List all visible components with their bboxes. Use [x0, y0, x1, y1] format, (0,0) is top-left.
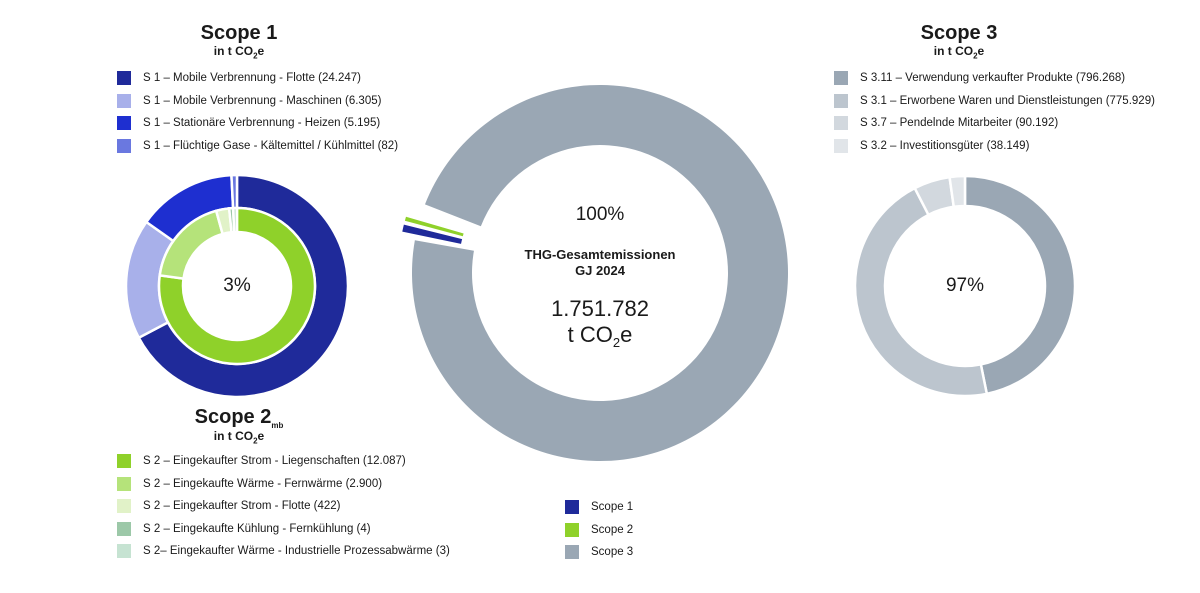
scope3-legend-label: S 3.2 – Investitionsgüter (38.149)	[860, 139, 1030, 152]
scope2-slice	[157, 206, 317, 366]
total-title-line1: THG-Gesamtemissionen	[525, 247, 676, 262]
scope1-legend-swatch	[117, 93, 131, 108]
scope3-center-label: 97%	[946, 275, 984, 296]
main-legend-item: Scope 3	[565, 541, 633, 564]
total-scope1-slice	[402, 224, 463, 244]
scope3-legend: S 3.11 – Verwendung verkaufter Produkte …	[834, 67, 1155, 157]
scope3-unit: in t CO2e	[933, 44, 985, 61]
scope3-legend-swatch	[834, 138, 848, 153]
scope1-center-label: 3%	[223, 275, 251, 296]
scope1-legend-item: S 1 – Stationäre Verbrennung - Heizen (5…	[117, 112, 398, 135]
scope3-legend-item: S 3.2 – Investitionsgüter (38.149)	[834, 135, 1155, 158]
scope2-legend-label: S 2 – Eingekaufter Strom - Liegenschafte…	[143, 455, 406, 468]
scope3-legend-item: S 3.1 – Erworbene Waren und Dienstleistu…	[834, 90, 1155, 113]
scope2-legend-swatch	[117, 499, 131, 514]
total-value: 1.751.782	[551, 296, 649, 321]
total-donut	[402, 84, 788, 461]
scope3-legend-item: S 3.7 – Pendelnde Mitarbeiter (90.192)	[834, 112, 1155, 135]
scope3-slice	[948, 174, 967, 209]
main-legend-swatch	[565, 522, 579, 537]
scope1-legend-label: S 1 – Mobile Verbrennung - Maschinen (6.…	[143, 94, 382, 107]
scope2-legend-item: S 2 – Eingekaufter Strom - Liegenschafte…	[117, 450, 450, 473]
main-legend-label: Scope 2	[591, 523, 634, 536]
total-unit: t CO2e	[568, 322, 633, 350]
main-legend-label: Scope 1	[591, 501, 634, 514]
scope3-legend-label: S 3.7 – Pendelnde Mitarbeiter (90.192)	[860, 117, 1059, 130]
scope1-legend-label: S 1 – Flüchtige Gase - Kältemittel / Küh…	[143, 139, 399, 152]
main-legend-item: Scope 1	[565, 496, 633, 519]
scope1-legend-swatch	[117, 138, 131, 153]
scope1-legend-swatch	[117, 71, 131, 86]
scope1-legend-item: S 1 – Flüchtige Gase - Kältemittel / Küh…	[117, 135, 398, 158]
scope2-legend-label: S 2 – Eingekaufter Strom - Flotte (422)	[143, 500, 341, 513]
main-legend-swatch	[565, 545, 579, 560]
scope2-unit: in t CO2e	[213, 429, 265, 446]
scope3-title: Scope 3	[920, 22, 998, 44]
main-legend-item: Scope 2	[565, 519, 633, 542]
scope3-legend-swatch	[834, 93, 848, 108]
scope2-slice	[231, 206, 239, 234]
scope1-slice	[230, 173, 239, 210]
scope2-title: Scope 2mb	[194, 406, 284, 430]
scope1-legend-item: S 1 – Mobile Verbrennung - Maschinen (6.…	[117, 90, 398, 113]
scope3-donut	[853, 174, 1077, 398]
scope2-legend-swatch	[117, 544, 131, 559]
scope2-legend-swatch	[117, 454, 131, 469]
scope2-legend-label: S 2 – Eingekaufte Kühlung - Fernkühlung …	[143, 522, 371, 535]
scope3-legend-swatch	[834, 71, 848, 86]
scope2-legend-label: S 2 – Eingekaufte Wärme - Fernwärme (2.9…	[143, 477, 383, 490]
scope2-legend-item: S 2 – Eingekaufte Kühlung - Fernkühlung …	[117, 518, 450, 541]
scope3-legend-item: S 3.11 – Verwendung verkaufter Produkte …	[834, 67, 1155, 90]
total-title-line2: GJ 2024	[575, 263, 626, 278]
scope1-legend-label: S 1 – Stationäre Verbrennung - Heizen (5…	[143, 117, 381, 130]
scope1-legend: S 1 – Mobile Verbrennung - Flotte (24.24…	[117, 67, 398, 157]
scope3-slice	[853, 186, 989, 398]
scope2-inner-donut	[157, 206, 317, 366]
scope2-legend-item: S 2 – Eingekaufter Strom - Flotte (422)	[117, 495, 450, 518]
scope3-legend-swatch	[834, 116, 848, 131]
scope2-legend-item: S 2 – Eingekaufte Wärme - Fernwärme (2.9…	[117, 473, 450, 496]
scope1-unit: in t CO2e	[213, 44, 265, 61]
scope3-legend-label: S 3.1 – Erworbene Waren und Dienstleistu…	[860, 94, 1155, 107]
main-legend-swatch	[565, 500, 579, 515]
scope2-legend: S 2 – Eingekaufter Strom - Liegenschafte…	[117, 450, 450, 563]
scope2-legend-swatch	[117, 521, 131, 536]
scope2-legend-item: S 2– Eingekaufter Wärme - Industrielle P…	[117, 540, 450, 563]
scope2-legend-label: S 2– Eingekaufter Wärme - Industrielle P…	[143, 545, 450, 558]
total-scope2-slice	[404, 216, 464, 237]
main-legend: Scope 1 Scope 2 Scope 3	[565, 496, 633, 564]
scope3-slice	[963, 174, 1077, 396]
scope1-legend-item: S 1 – Mobile Verbrennung - Flotte (24.24…	[117, 67, 398, 90]
scope3-legend-label: S 3.11 – Verwendung verkaufter Produkte …	[860, 72, 1126, 85]
total-percent: 100%	[576, 204, 625, 225]
scope1-legend-label: S 1 – Mobile Verbrennung - Flotte (24.24…	[143, 72, 361, 85]
scope2-legend-swatch	[117, 476, 131, 491]
scope1-title: Scope 1	[200, 22, 278, 44]
total-scope3-slice	[411, 84, 788, 461]
scope1-legend-swatch	[117, 116, 131, 131]
main-legend-label: Scope 3	[591, 546, 634, 559]
